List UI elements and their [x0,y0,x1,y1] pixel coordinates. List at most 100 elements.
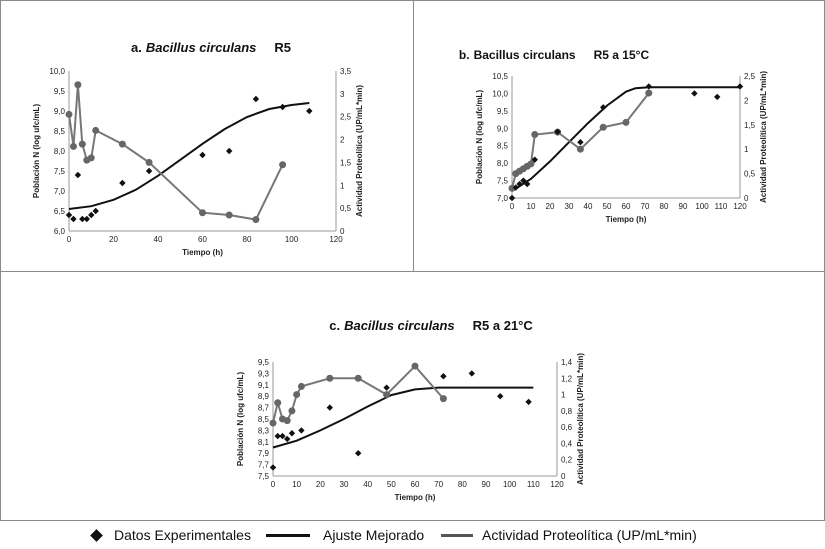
x-tick-label: 100 [503,480,517,489]
activity-point [87,154,95,162]
title-prefix: c. [329,318,340,333]
x-tick-label: 20 [109,235,118,244]
x-tick-label: 50 [603,202,612,211]
activity-point [288,407,296,415]
x-tick-label: 70 [641,202,650,211]
experimental-point [70,215,77,223]
y-axis-label: Población N (log ufc/mL) [236,372,245,467]
x-tick-label: 50 [387,480,396,489]
experimental-point [65,211,73,219]
chart-title: c. Bacillus circulans R5 a 21°C [329,318,533,333]
y2-tick-label: 2 [744,96,749,105]
x-tick-label: 100 [695,202,709,211]
x-tick-label: 120 [733,202,747,211]
activity-point [74,81,82,89]
activity-point [69,142,77,150]
experimental-point [691,90,698,97]
activity-point [293,391,301,399]
y-tick-label: 10,0 [49,67,65,76]
x-tick-label: 100 [285,235,299,244]
y-tick-label: 9,5 [258,358,270,367]
y-tick-label: 8,5 [258,415,270,424]
experimental-point [284,435,291,443]
activity-point [145,158,153,166]
x-tick-label: 90 [679,202,688,211]
y2-tick-label: 0,4 [561,439,573,448]
experimental-point [326,404,333,411]
activity-point [78,140,86,148]
legend-fit-line [266,534,310,537]
title-strain: R5 [274,40,291,55]
y-tick-label: 10,0 [492,89,508,98]
experimental-point [645,83,652,90]
y-tick-label: 7,5 [54,167,66,176]
y-tick-label: 8,0 [54,147,66,156]
legend-diamond-marker [90,529,103,542]
title-prefix: b. [459,48,470,62]
x-tick-label: 20 [316,480,325,489]
x-tick-label: 0 [67,235,72,244]
experimental-point [714,93,721,101]
x-tick-label: 40 [363,480,372,489]
y2-tick-label: 0,2 [561,456,573,465]
activity-point [576,145,584,153]
x-tick-label: 30 [565,202,574,211]
y-tick-label: 10,5 [492,72,508,81]
chart-b: b. Bacillus circulans R5 a 15°C0 10 20 30 40 50… [459,48,768,224]
experimental-point [288,430,296,437]
x-tick-label: 60 [622,202,631,211]
activity-point [326,374,334,382]
activity-point [118,140,126,148]
activity-point [65,110,73,118]
fit-line [272,386,534,449]
experimental-point [355,450,362,457]
fit-line [68,102,310,210]
experimental-point [497,393,504,400]
x-tick-label: 80 [243,235,252,244]
experimental-point [74,171,82,179]
y2-axis-label: Actividad Proteolítica (UP/mL*min) [576,353,585,485]
y-tick-label: 7,7 [258,461,270,470]
experimental-point [199,151,206,159]
experimental-point [383,384,390,391]
x-tick-label: 120 [329,235,343,244]
panel-c: c. Bacillus circulans R5 a 21°C 0 10 20 30 40 50… [0,271,825,521]
experimental-point [440,373,447,380]
experimental-point [119,179,126,187]
activity-point [269,419,277,427]
legend: Datos Experimentales Ajuste Mejorado Act… [0,522,825,549]
y-tick-label: 7,5 [258,472,270,481]
x-tick-label: 40 [584,202,593,211]
y2-tick-label: 3,5 [340,67,352,76]
y2-tick-label: 0,5 [340,204,352,213]
y-tick-label: 9,3 [258,369,270,378]
y2-tick-label: 0 [561,472,566,481]
x-tick-label: 60 [411,480,420,489]
experimental-point [279,432,286,440]
title-strain: R5 a 21°C [473,318,534,333]
x-tick-label: 110 [527,480,540,489]
experimental-point [468,370,475,377]
experimental-point [92,207,99,215]
y-tick-label: 9,5 [54,87,66,96]
y2-tick-label: 0,8 [561,407,573,416]
chart-a: a. Bacillus circulans R50 20 40 60 80 100 1206,0… [32,40,364,257]
activity-point [199,209,206,217]
experimental-point [508,194,516,202]
experimental-point [83,215,90,223]
legend-fit-label: Ajuste Mejorado [323,527,425,543]
y2-tick-label: 1 [744,145,749,154]
experimental-point [298,427,305,434]
experimental-point [79,215,86,223]
title-organism: Bacillus circulans [344,318,455,333]
legend-activity-line [441,534,473,537]
activity-point [274,399,282,407]
y2-axis-label: Actividad Proteolítica (UP/mL*min) [759,71,768,203]
y-tick-label: 9,5 [497,107,509,116]
title-prefix: a. [131,40,142,55]
experimental-point [577,139,584,146]
activity-point [279,161,287,169]
y-tick-label: 8,3 [258,426,270,435]
title-organism: Bacillus circulans [146,40,257,55]
y2-tick-label: 1,5 [340,158,352,167]
